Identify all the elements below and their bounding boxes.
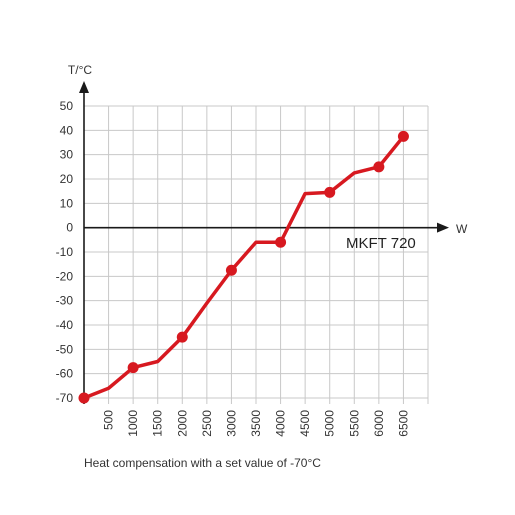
y-tick-label: -20 xyxy=(56,269,74,283)
data-point xyxy=(324,186,336,198)
data-point xyxy=(78,392,90,404)
x-tick-label: 5000 xyxy=(323,410,337,437)
x-tick-label: 4500 xyxy=(298,410,312,437)
y-tick-label: 40 xyxy=(60,123,74,137)
y-tick-label: 50 xyxy=(60,99,74,113)
y-tick-label: -10 xyxy=(56,245,74,259)
x-tick-label: 6500 xyxy=(396,410,410,437)
y-tick-label: -40 xyxy=(56,318,74,332)
y-tick-label: 0 xyxy=(66,221,73,235)
data-point xyxy=(275,236,287,248)
x-tick-label: 3500 xyxy=(249,410,263,437)
data-point xyxy=(127,362,139,374)
chart-caption: Heat compensation with a set value of -7… xyxy=(84,456,321,470)
axes xyxy=(79,81,449,404)
x-axis-label: W xyxy=(456,222,468,236)
model-annotation: MKFT 720 xyxy=(346,235,416,252)
grid xyxy=(84,105,429,404)
x-tick-label: 2500 xyxy=(200,410,214,437)
y-axis-label: T/°C xyxy=(68,63,92,77)
tick-labels: -70 -60 -50 -40 -30 -20 -10 0 10 20 30 40 50 500 1000 1… xyxy=(56,99,411,437)
y-axis-arrow xyxy=(79,81,89,93)
x-tick-label: 3000 xyxy=(224,410,238,437)
x-tick-label: 4000 xyxy=(274,410,288,437)
data-point xyxy=(225,264,237,276)
x-tick-label: 6000 xyxy=(372,410,386,437)
y-tick-label: 10 xyxy=(60,196,74,210)
data-point xyxy=(397,130,409,142)
y-tick-label: 30 xyxy=(60,148,74,162)
x-tick-label: 1500 xyxy=(151,410,165,437)
series xyxy=(78,130,409,404)
x-tick-label: 1000 xyxy=(126,410,140,437)
y-tick-label: -50 xyxy=(56,342,74,356)
data-point xyxy=(176,331,188,343)
x-tick-label: 2000 xyxy=(175,410,189,437)
series-line xyxy=(82,134,406,400)
data-point xyxy=(373,161,385,173)
y-tick-label: -70 xyxy=(56,391,74,405)
x-tick-label: 5500 xyxy=(347,410,361,437)
y-tick-label: 20 xyxy=(60,172,74,186)
x-tick-label: 500 xyxy=(102,410,116,430)
x-axis-arrow xyxy=(437,222,449,233)
y-tick-label: -30 xyxy=(56,294,74,308)
y-tick-label: -60 xyxy=(56,367,74,381)
